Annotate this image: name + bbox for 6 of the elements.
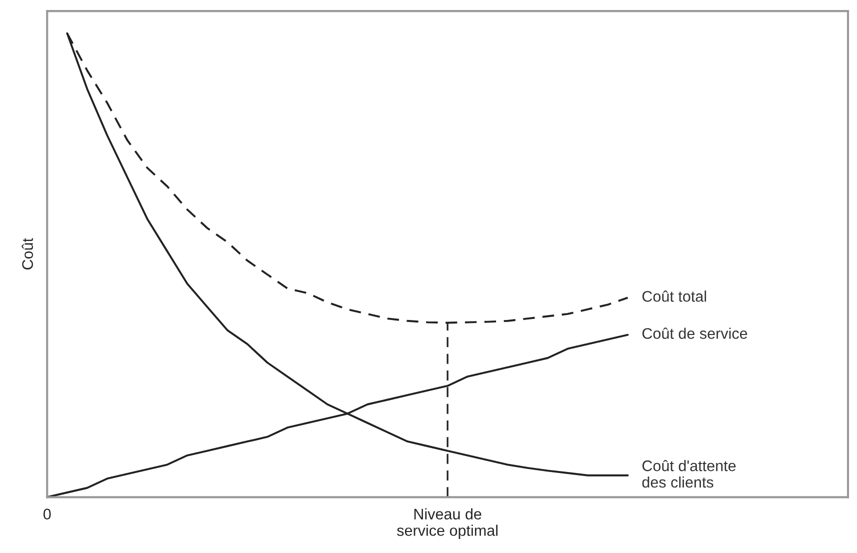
- series-label: Coût de service: [642, 328, 748, 339]
- series-label: Coût total: [642, 290, 706, 302]
- y-axis-title: Coût: [22, 238, 34, 270]
- series-label: Coût d'attente des clients: [642, 460, 736, 488]
- x-tick-label: Niveau de service optimal: [397, 508, 498, 539]
- x-tick-label: 0: [43, 508, 51, 520]
